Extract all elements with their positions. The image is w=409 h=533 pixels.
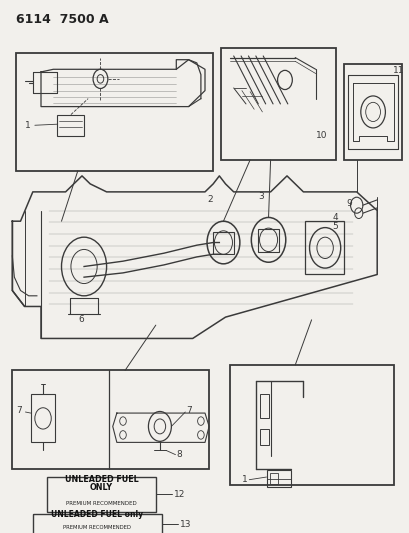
Bar bbox=[33, 514, 162, 533]
Text: 3: 3 bbox=[258, 192, 263, 200]
Text: 6114  7500 A: 6114 7500 A bbox=[16, 13, 109, 26]
Text: 6: 6 bbox=[78, 316, 83, 324]
Text: 12: 12 bbox=[174, 490, 185, 499]
Text: 7: 7 bbox=[186, 406, 192, 415]
Text: 5: 5 bbox=[331, 222, 337, 231]
Text: 10: 10 bbox=[315, 132, 326, 140]
Bar bbox=[344, 64, 401, 160]
Bar bbox=[31, 394, 55, 442]
Text: 7: 7 bbox=[16, 406, 22, 415]
Bar bbox=[57, 115, 84, 136]
Text: UNLEADED FUEL only: UNLEADED FUEL only bbox=[51, 510, 143, 519]
Text: 8: 8 bbox=[176, 450, 182, 459]
Text: 1: 1 bbox=[25, 121, 30, 130]
Text: 11: 11 bbox=[392, 66, 403, 75]
Bar bbox=[221, 48, 335, 160]
Bar bbox=[229, 365, 393, 485]
Bar bbox=[258, 229, 278, 252]
Text: PREMIUM RECOMMENDED: PREMIUM RECOMMENDED bbox=[66, 502, 137, 506]
Bar bbox=[213, 232, 233, 254]
Bar bbox=[16, 53, 213, 171]
Text: 1: 1 bbox=[241, 475, 247, 484]
Text: UNLEADED FUEL: UNLEADED FUEL bbox=[65, 475, 138, 484]
Bar bbox=[12, 370, 209, 469]
Text: 9: 9 bbox=[346, 199, 351, 208]
Bar bbox=[259, 394, 268, 418]
Bar bbox=[269, 473, 277, 484]
Bar bbox=[47, 477, 155, 512]
Text: 4: 4 bbox=[331, 213, 337, 222]
Bar bbox=[305, 221, 344, 274]
Text: 2: 2 bbox=[207, 196, 212, 204]
Text: ONLY: ONLY bbox=[90, 483, 113, 492]
Bar bbox=[259, 429, 268, 445]
Bar bbox=[266, 470, 290, 487]
Text: 13: 13 bbox=[180, 520, 191, 529]
Text: PREMIUM RECOMMENDED: PREMIUM RECOMMENDED bbox=[63, 526, 131, 530]
